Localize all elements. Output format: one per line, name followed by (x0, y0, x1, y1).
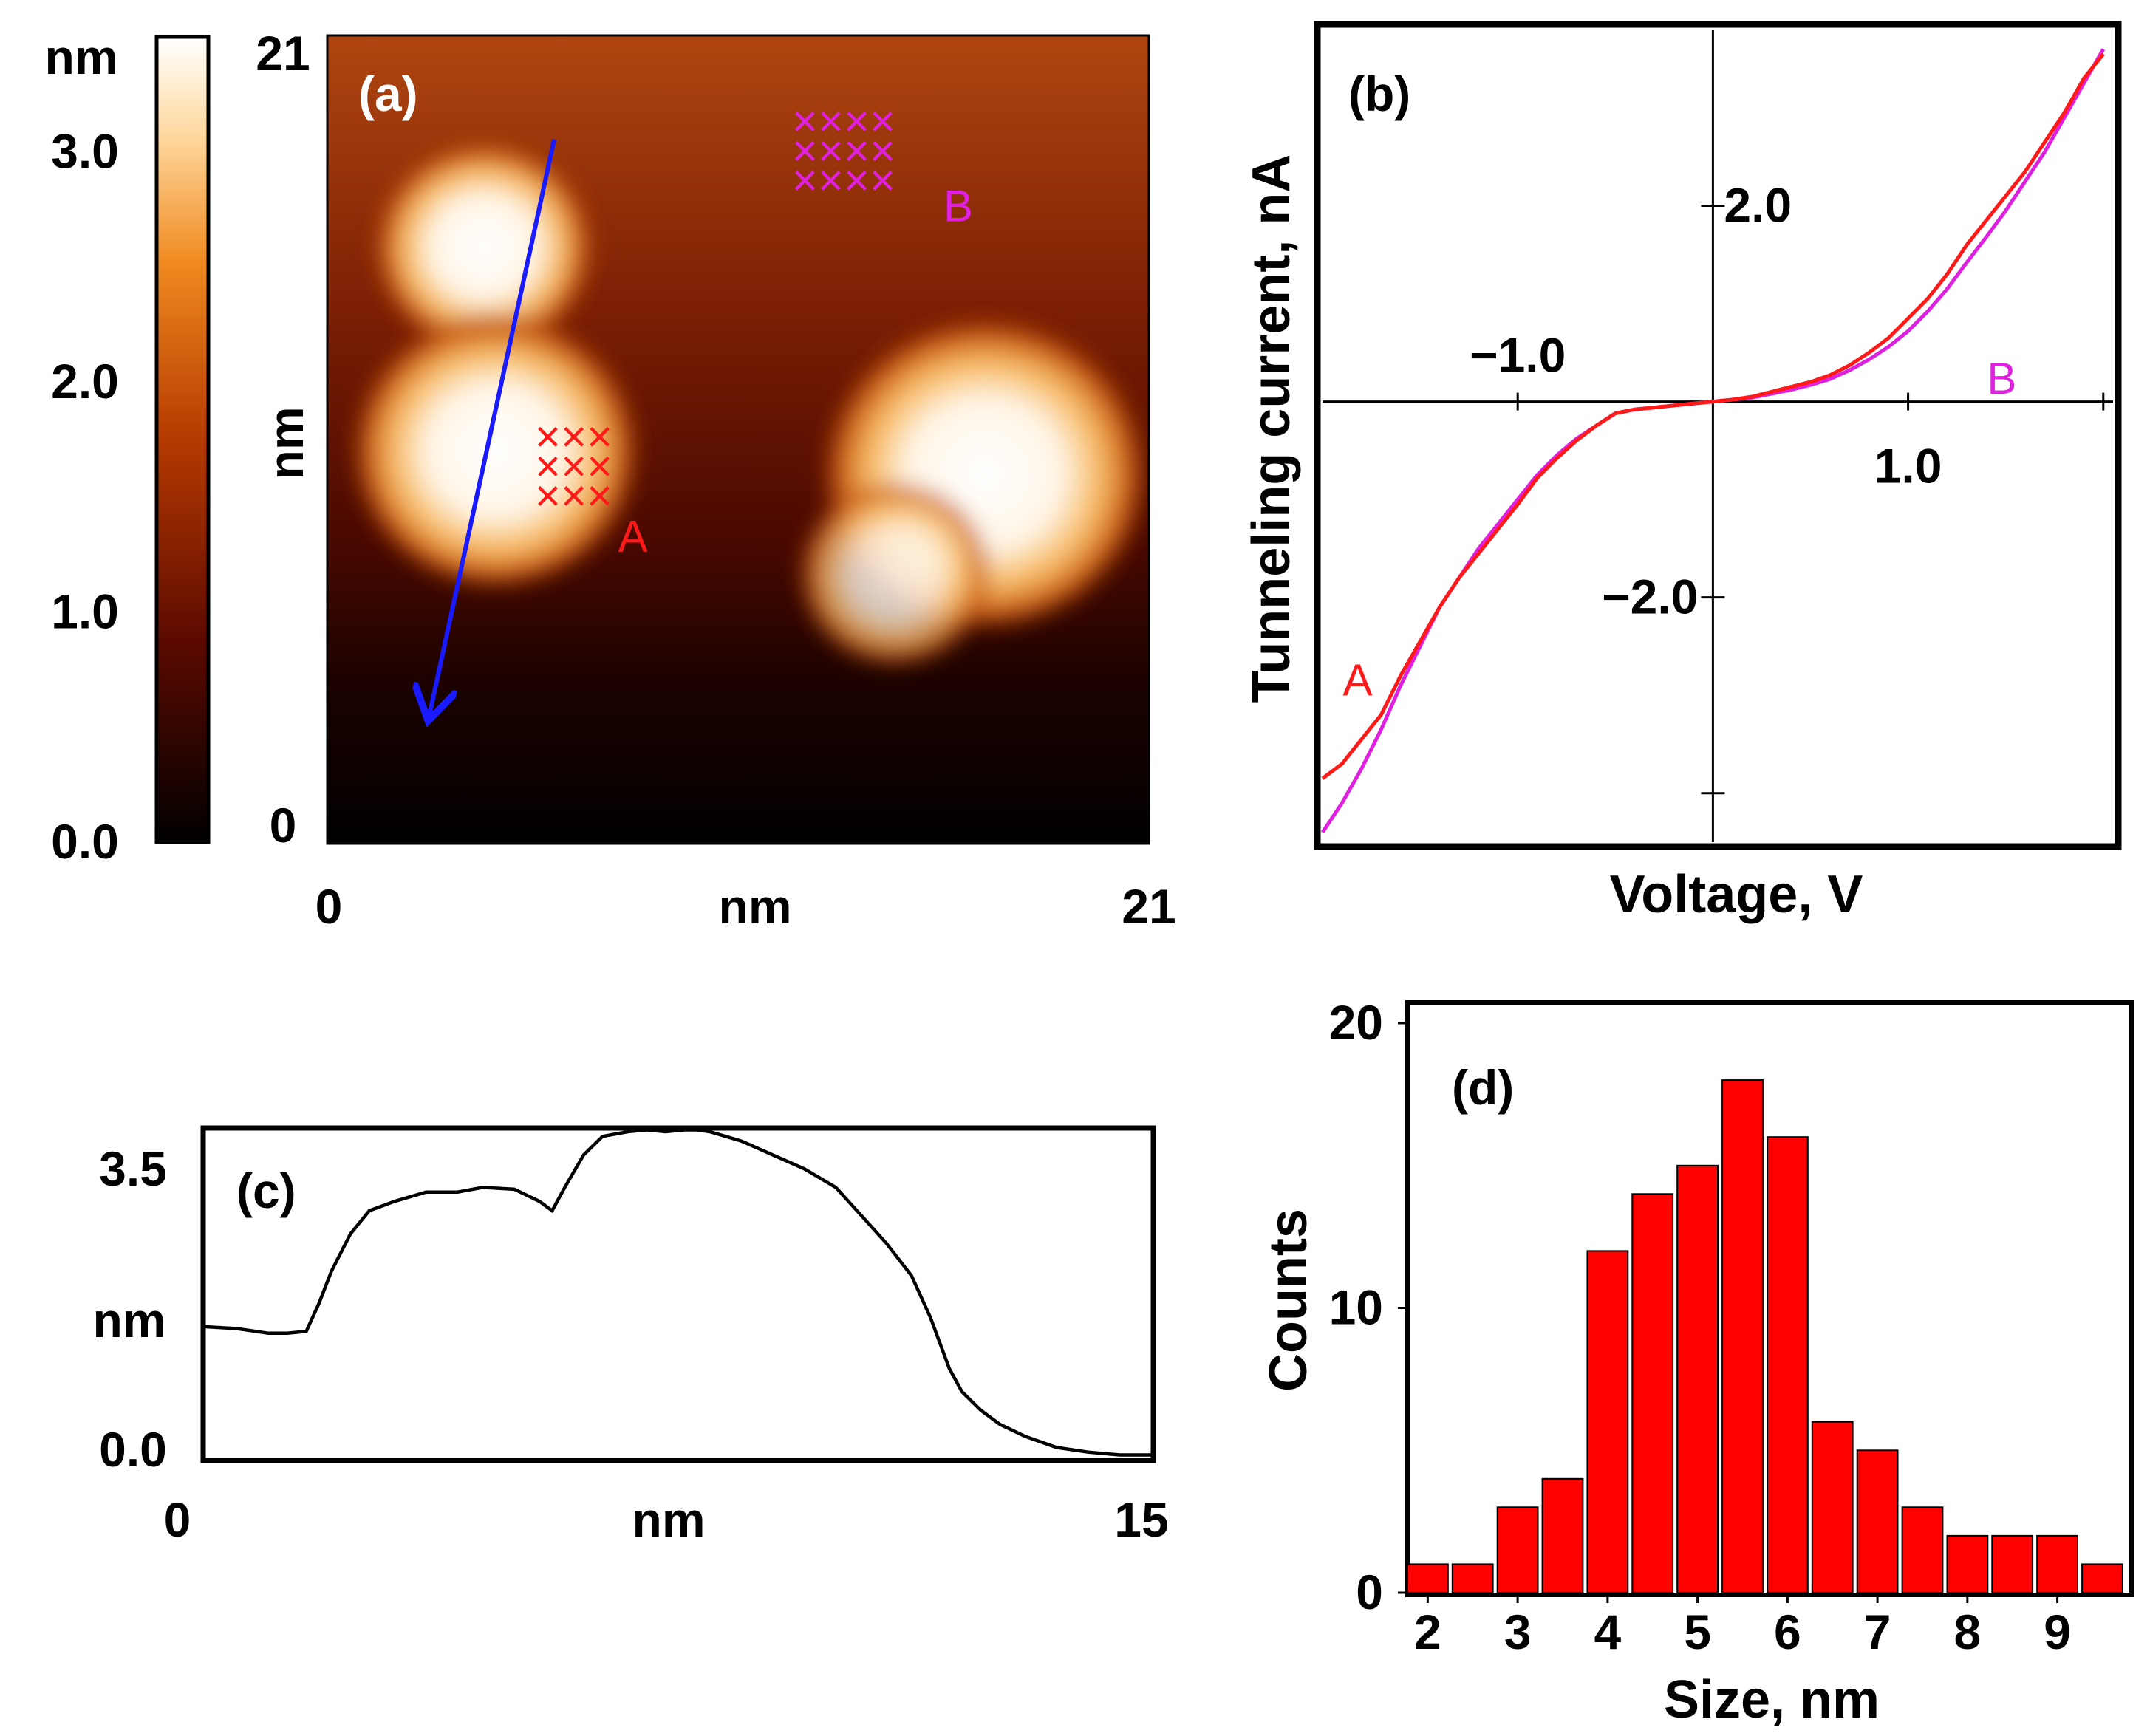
histogram-bar (1946, 1534, 1989, 1593)
x-tick-label: 2 (1414, 1605, 1441, 1659)
colorbar-tick-label: 2.0 (51, 354, 119, 409)
panel-d-bars (1407, 1079, 2123, 1594)
panel-b-frame (1314, 21, 2122, 850)
panel-c-label: (c) (236, 1163, 296, 1218)
afm-particle (371, 139, 597, 355)
marker-label-B: B (943, 181, 973, 230)
histogram-bar (1991, 1534, 2034, 1593)
colorbar-unit: nm (45, 30, 118, 84)
panel-c-curve (205, 1128, 1151, 1457)
panel-a-ylabel: nm (259, 407, 313, 480)
iv-label-B: B (1987, 354, 2016, 403)
histogram-bar (1901, 1506, 1944, 1594)
afm-frame (326, 34, 1150, 845)
histogram-bar (1631, 1193, 1674, 1594)
panel-b-label: (b) (1348, 66, 1410, 121)
afm-particle (796, 480, 993, 669)
histogram-bar (1586, 1250, 1629, 1594)
panel-d-size-histogram: 2 3 4 5 6 7 8 9 0 10 20 (d) Size, nm Counts (1259, 995, 2134, 1729)
panel-b-iv-curves: AB −1.01.02.0−2.0 (b) Voltage, V Tunneli… (1242, 21, 2122, 924)
histogram-bar (1407, 1563, 1449, 1593)
x-tick-label: 8 (1953, 1605, 1981, 1659)
histogram-bar (1811, 1421, 1854, 1593)
histogram-bar (1856, 1449, 1899, 1594)
panel-c-ytick-top: 3.5 (99, 1141, 167, 1196)
panel-c-ylabel: nm (93, 1293, 166, 1347)
profile-arrow (429, 139, 557, 717)
panel-c-height-profile: (c) 3.5 nm 0.0 0 15 nm (93, 1125, 1169, 1547)
iv-curve-A (1321, 52, 2105, 780)
histogram-bar (2081, 1563, 2123, 1593)
panel-a-xtick-right: 21 (1122, 879, 1175, 934)
panel-c-xtick-left: 0 (164, 1492, 191, 1547)
panel-c-frame (200, 1125, 1156, 1463)
panel-c-xtick-right: 15 (1114, 1492, 1168, 1547)
panel-a-xtick-left: 0 (315, 879, 343, 934)
panel-d-xlabel: Size, nm (1664, 1670, 1880, 1729)
panel-c-xlabel: nm (632, 1492, 706, 1547)
x-tick-label: 6 (1774, 1605, 1801, 1659)
x-tick-label: 9 (2044, 1605, 2071, 1659)
measurement-markers: ×××××××××A××××××××××××B (535, 96, 973, 561)
marker-grid-B: ×××× (792, 96, 895, 146)
colorbar: nm 3.0 2.0 1.0 0.0 (45, 30, 211, 869)
marker-grid-B: ×××× (792, 155, 895, 205)
afm-features (349, 139, 1149, 669)
marker-label-A: A (618, 511, 648, 561)
y-tick-label: 2.0 (1724, 178, 1792, 233)
panel-c-ytick-bottom: 0.0 (99, 1422, 167, 1477)
marker-grid-B: ×××× (792, 126, 895, 175)
colorbar-tick-label: 1.0 (51, 584, 119, 639)
histogram-bar (1721, 1079, 1764, 1593)
afm-image (326, 34, 1150, 845)
panel-d-label: (d) (1452, 1060, 1514, 1115)
histogram-bar (1767, 1136, 1809, 1593)
marker-grid-A: ××× (535, 441, 612, 491)
panel-b-ylabel: Tunneling current, nA (1242, 154, 1301, 703)
histogram-bar (1451, 1563, 1494, 1593)
afm-particle (349, 310, 643, 592)
marker-grid-A: ××× (535, 411, 612, 461)
histogram-bar (1541, 1477, 1584, 1594)
colorbar-ticks: 3.0 2.0 1.0 0.0 (51, 124, 119, 869)
panel-a-xlabel: nm (719, 879, 792, 934)
panel-a-topography: nm 3.02.01.00.0 ×××××××××A××××××××××××B … (45, 26, 1176, 934)
x-tick-label: 7 (1864, 1605, 1891, 1659)
marker-grid-A: ××× (535, 471, 612, 520)
x-tick-label: 1.0 (1874, 439, 1942, 493)
x-tick-label: 4 (1594, 1605, 1621, 1659)
colorbar-gradient (154, 35, 211, 844)
histogram-bar (2036, 1534, 2078, 1593)
y-tick-label: 20 (1329, 995, 1383, 1050)
colorbar-tick-label: 0.0 (51, 814, 119, 869)
iv-label-A: A (1343, 655, 1373, 705)
x-tick-label: 3 (1504, 1605, 1532, 1659)
x-tick-label: 5 (1684, 1605, 1711, 1659)
histogram-bar (1676, 1164, 1719, 1594)
panel-b-xlabel: Voltage, V (1610, 865, 1863, 924)
y-tick-label: −2.0 (1602, 570, 1698, 624)
panel-a-ytick-top: 21 (256, 26, 310, 81)
x-tick-label: −1.0 (1470, 328, 1566, 383)
panel-a-ytick-bottom: 0 (270, 798, 297, 852)
profile-line (205, 1128, 1151, 1457)
y-tick-label: 0 (1356, 1565, 1383, 1619)
panel-b-curves: AB (1320, 48, 2105, 834)
panel-d-ylabel: Counts (1259, 1209, 1318, 1392)
histogram-bar (1496, 1506, 1539, 1594)
colorbar-tick-label: 3.0 (51, 124, 119, 179)
panel-d-ticks: 2 3 4 5 6 7 8 9 0 10 20 (1329, 995, 2071, 1659)
panel-a-label: (a) (358, 66, 418, 121)
panel-b-tick-labels: −1.0 1.0 2.0 −2.0 (1470, 178, 1942, 624)
y-tick-label: 10 (1329, 1280, 1383, 1335)
